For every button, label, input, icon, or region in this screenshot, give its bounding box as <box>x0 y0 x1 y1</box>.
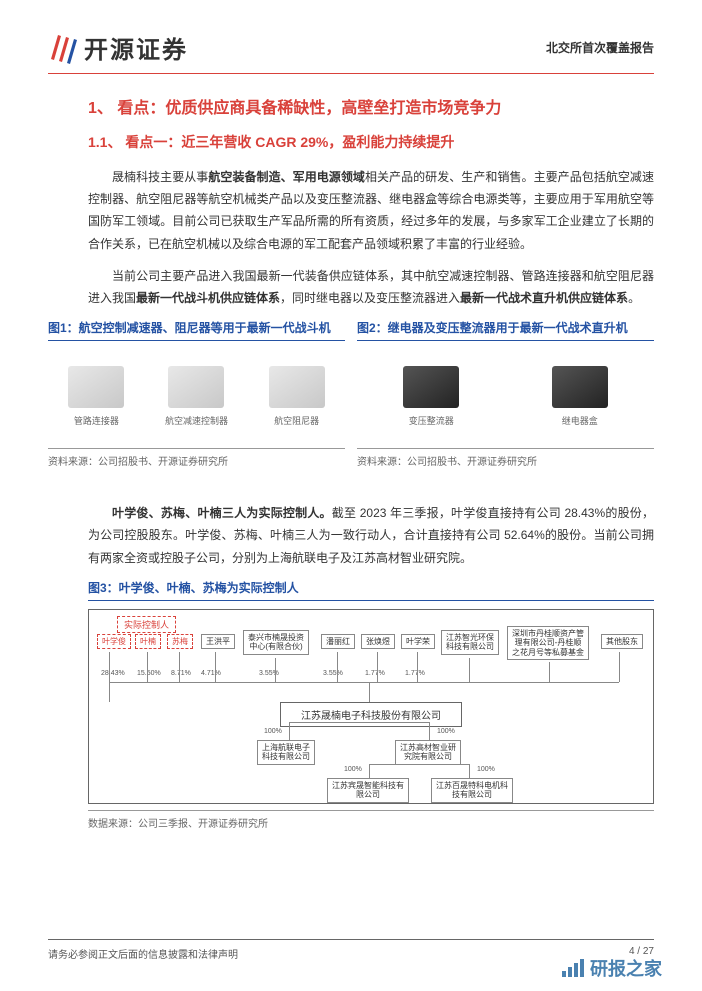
fig2-title: 图2：继电器及变压整流器用于最新一代战术直升机 <box>357 319 654 341</box>
p3-bold: 叶学俊、苏梅、叶楠三人为实际控制人。 <box>112 506 332 520</box>
product-shape-icon <box>168 366 224 408</box>
product-shape-icon <box>552 366 608 408</box>
pct-6: 1.77% <box>365 670 385 677</box>
company-name: 开源证券 <box>84 30 188 65</box>
watermark: 研报之家 <box>560 955 662 981</box>
p1-text-a: 晟楠科技主要从事 <box>112 170 208 184</box>
fig1-label-1: 航空减速控制器 <box>165 414 228 427</box>
fig2-source: 资料来源：公司招股书、开源证券研究所 <box>357 448 654 468</box>
product-shape-icon <box>403 366 459 408</box>
grandsub-2: 江苏百晟特科电机科技有限公司 <box>431 778 513 803</box>
node-n9: 江苏智光环保科技有限公司 <box>441 630 499 655</box>
chart-line <box>215 652 216 682</box>
chart-line <box>469 764 470 778</box>
chart-line <box>109 652 110 702</box>
main-company: 江苏晟楠电子科技股份有限公司 <box>280 702 462 727</box>
fig2-label-1: 继电器盒 <box>562 414 598 427</box>
grandsub-1: 江苏宾晟智能科技有限公司 <box>327 778 409 803</box>
fig3-title: 图3：叶学俊、叶楠、苏梅为实际控制人 <box>88 579 654 601</box>
figure-1: 图1：航空控制减速器、阻尼器等用于最新一代战斗机 管路连接器 航空减速控制器 航… <box>48 319 345 468</box>
gsub-pct-0: 100% <box>344 766 362 773</box>
node-n11: 其他股东 <box>601 634 643 650</box>
node-n5: 泰兴市楠晟投资中心(有限合伙) <box>243 630 309 655</box>
paragraph-2: 当前公司主要产品进入我国最新一代装备供应链体系，其中航空减速控制器、管路连接器和… <box>88 265 654 309</box>
pct-7: 1.77% <box>405 670 425 677</box>
pct-2: 8.71% <box>171 670 191 677</box>
pct-3: 4.71% <box>201 670 221 677</box>
chart-line <box>369 682 370 702</box>
pct-0: 28.43% <box>101 670 125 677</box>
paragraph-3: 叶学俊、苏梅、叶楠三人为实际控制人。截至 2023 年三季报，叶学俊直接持有公司… <box>88 502 654 569</box>
fig2-images: 变压整流器 继电器盒 <box>357 349 654 444</box>
fig1-images: 管路连接器 航空减速控制器 航空阻尼器 <box>48 349 345 444</box>
node-n1: 叶学俊 <box>97 634 131 650</box>
paragraph-1: 晟楠科技主要从事航空装备制造、军用电源领域相关产品的研发、生产和销售。主要产品包… <box>88 166 654 255</box>
fig1-item-2: 航空阻尼器 <box>269 366 325 427</box>
chart-line <box>429 722 430 740</box>
node-n7: 张焕煜 <box>361 634 395 650</box>
sub-company-1: 上海航联电子科技有限公司 <box>257 740 315 765</box>
chart-line <box>417 652 418 682</box>
p1-bold: 航空装备制造、军用电源领域 <box>208 170 365 184</box>
chart-line <box>289 722 290 740</box>
chart-line <box>549 662 550 682</box>
section-1-title: 1、 看点：优质供应商具备稀缺性，高壁垒打造市场竞争力 <box>88 94 654 118</box>
fig1-label-0: 管路连接器 <box>74 414 119 427</box>
node-n3: 苏梅 <box>167 634 193 650</box>
report-type: 北交所首次覆盖报告 <box>546 39 654 56</box>
page-header: 开源证券 北交所首次覆盖报告 <box>48 30 654 74</box>
chart-line <box>369 764 469 765</box>
node-n4: 王洪平 <box>201 634 235 650</box>
node-n8: 叶学荣 <box>401 634 435 650</box>
chart-line <box>369 764 370 778</box>
fig1-source: 资料来源：公司招股书、开源证券研究所 <box>48 448 345 468</box>
sub-pct-0: 100% <box>264 728 282 735</box>
fig2-label-0: 变压整流器 <box>409 414 454 427</box>
logo-icon <box>48 31 78 65</box>
watermark-icon <box>560 957 586 979</box>
p2-text-e: 。 <box>628 291 640 305</box>
footer-disclaimer: 请务必参阅正文后面的信息披露和法律声明 <box>48 946 238 961</box>
sub-company-2: 江苏高材智业研究院有限公司 <box>395 740 461 765</box>
node-n2: 叶楠 <box>135 634 161 650</box>
chart-line <box>289 722 429 723</box>
chart-line <box>377 652 378 682</box>
pct-1: 15.50% <box>137 670 161 677</box>
node-n10: 深圳市丹桂顺资产管理有限公司-丹桂顺之花月号等私募基金 <box>507 626 589 661</box>
fig1-item-1: 航空减速控制器 <box>165 366 228 427</box>
watermark-text: 研报之家 <box>590 955 662 981</box>
org-chart: 实际控制人 叶学俊 叶楠 苏梅 王洪平 泰兴市楠晟投资中心(有限合伙) 潘丽红 … <box>88 609 654 804</box>
company-logo: 开源证券 <box>48 30 188 65</box>
node-n6: 潘丽红 <box>321 634 355 650</box>
p2-bold-d: 最新一代战术直升机供应链体系 <box>460 291 628 305</box>
p2-bold-b: 最新一代战斗机供应链体系 <box>136 291 280 305</box>
chart-line <box>337 652 338 682</box>
chart-line <box>619 652 620 682</box>
fig2-item-0: 变压整流器 <box>403 366 459 427</box>
controller-label: 实际控制人 <box>117 616 176 633</box>
chart-line <box>469 658 470 682</box>
chart-line <box>179 652 180 682</box>
sub-pct-1: 100% <box>437 728 455 735</box>
section-1-1-title: 1.1、 看点一：近三年营收 CAGR 29%，盈利能力持续提升 <box>88 132 654 152</box>
p2-text-c: ，同时继电器以及变压整流器进入 <box>280 291 460 305</box>
chart-line <box>275 658 276 682</box>
product-shape-icon <box>269 366 325 408</box>
product-shape-icon <box>68 366 124 408</box>
fig1-label-2: 航空阻尼器 <box>274 414 319 427</box>
fig1-item-0: 管路连接器 <box>68 366 124 427</box>
figure-2: 图2：继电器及变压整流器用于最新一代战术直升机 变压整流器 继电器盒 资料来源：… <box>357 319 654 468</box>
chart-line <box>109 682 619 683</box>
fig2-item-1: 继电器盒 <box>552 366 608 427</box>
fig3-source: 数据来源：公司三季报、开源证券研究所 <box>88 810 654 830</box>
fig1-title: 图1：航空控制减速器、阻尼器等用于最新一代战斗机 <box>48 319 345 341</box>
pct-5: 3.55% <box>323 670 343 677</box>
gsub-pct-1: 100% <box>477 766 495 773</box>
figures-row: 图1：航空控制减速器、阻尼器等用于最新一代战斗机 管路连接器 航空减速控制器 航… <box>48 319 654 468</box>
chart-line <box>147 652 148 682</box>
